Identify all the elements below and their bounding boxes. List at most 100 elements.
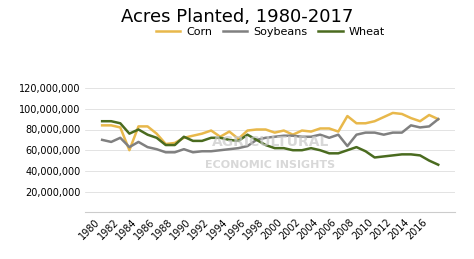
Corn: [399, 112, 405, 116]
Corn: [336, 130, 341, 133]
Wheat: [390, 154, 396, 157]
Soybeans: [245, 145, 250, 148]
Soybeans: [436, 118, 441, 121]
Corn: [381, 116, 387, 119]
Corn: [254, 128, 259, 131]
Soybeans: [308, 135, 314, 138]
Soybeans: [381, 133, 387, 136]
Corn: [127, 149, 132, 152]
Wheat: [317, 149, 323, 152]
Wheat: [327, 152, 332, 155]
Wheat: [272, 147, 278, 150]
Soybeans: [118, 136, 123, 139]
Wheat: [263, 143, 268, 147]
Wheat: [172, 143, 178, 147]
Corn: [426, 113, 432, 117]
Text: ECONOMIC INSIGHTS: ECONOMIC INSIGHTS: [205, 160, 335, 170]
Soybeans: [254, 138, 259, 141]
Wheat: [336, 152, 341, 155]
Soybeans: [281, 134, 287, 137]
Soybeans: [109, 140, 114, 143]
Wheat: [145, 133, 150, 136]
Soybeans: [390, 131, 396, 134]
Wheat: [408, 153, 414, 156]
Soybeans: [199, 150, 205, 153]
Soybeans: [136, 140, 141, 143]
Corn: [408, 117, 414, 120]
Soybeans: [363, 131, 368, 134]
Wheat: [399, 153, 405, 156]
Wheat: [417, 154, 423, 157]
Corn: [218, 135, 223, 138]
Soybeans: [154, 148, 159, 151]
Text: AGRICULTURAL: AGRICULTURAL: [211, 135, 329, 149]
Soybeans: [372, 131, 377, 134]
Legend: Corn, Soybeans, Wheat: Corn, Soybeans, Wheat: [151, 23, 389, 41]
Corn: [345, 114, 350, 118]
Corn: [290, 133, 296, 136]
Soybeans: [426, 125, 432, 128]
Soybeans: [299, 135, 305, 138]
Wheat: [281, 147, 287, 150]
Wheat: [381, 155, 387, 158]
Wheat: [208, 136, 214, 139]
Wheat: [227, 138, 232, 141]
Corn: [208, 129, 214, 132]
Corn: [308, 130, 314, 133]
Soybeans: [290, 134, 296, 137]
Wheat: [299, 149, 305, 152]
Corn: [372, 120, 377, 123]
Soybeans: [345, 145, 350, 148]
Wheat: [118, 122, 123, 125]
Soybeans: [127, 146, 132, 149]
Corn: [436, 118, 441, 121]
Wheat: [254, 138, 259, 141]
Wheat: [354, 146, 359, 149]
Wheat: [436, 163, 441, 166]
Corn: [327, 127, 332, 130]
Text: Acres Planted, 1980-2017: Acres Planted, 1980-2017: [121, 8, 353, 26]
Soybeans: [317, 133, 323, 136]
Corn: [227, 130, 232, 133]
Soybeans: [227, 148, 232, 151]
Wheat: [308, 147, 314, 150]
Corn: [317, 127, 323, 130]
Soybeans: [327, 136, 332, 139]
Wheat: [154, 136, 159, 139]
Corn: [154, 132, 159, 135]
Corn: [363, 122, 368, 125]
Corn: [163, 142, 169, 146]
Soybeans: [172, 151, 178, 154]
Wheat: [127, 132, 132, 135]
Corn: [263, 128, 268, 131]
Wheat: [372, 156, 377, 159]
Soybeans: [263, 136, 268, 139]
Corn: [245, 129, 250, 132]
Corn: [236, 137, 241, 140]
Soybeans: [208, 150, 214, 153]
Corn: [109, 124, 114, 127]
Wheat: [109, 120, 114, 123]
Soybeans: [145, 146, 150, 149]
Line: Soybeans: Soybeans: [102, 119, 438, 152]
Soybeans: [399, 131, 405, 134]
Line: Wheat: Wheat: [102, 121, 438, 165]
Soybeans: [336, 133, 341, 136]
Wheat: [363, 150, 368, 153]
Corn: [299, 129, 305, 132]
Wheat: [245, 133, 250, 136]
Corn: [99, 124, 105, 127]
Wheat: [181, 135, 187, 138]
Soybeans: [163, 151, 169, 154]
Wheat: [190, 139, 196, 142]
Corn: [145, 125, 150, 128]
Wheat: [236, 139, 241, 142]
Corn: [136, 125, 141, 128]
Soybeans: [181, 148, 187, 151]
Soybeans: [190, 151, 196, 154]
Wheat: [218, 136, 223, 139]
Corn: [354, 122, 359, 125]
Corn: [181, 136, 187, 139]
Soybeans: [408, 124, 414, 127]
Soybeans: [99, 138, 105, 141]
